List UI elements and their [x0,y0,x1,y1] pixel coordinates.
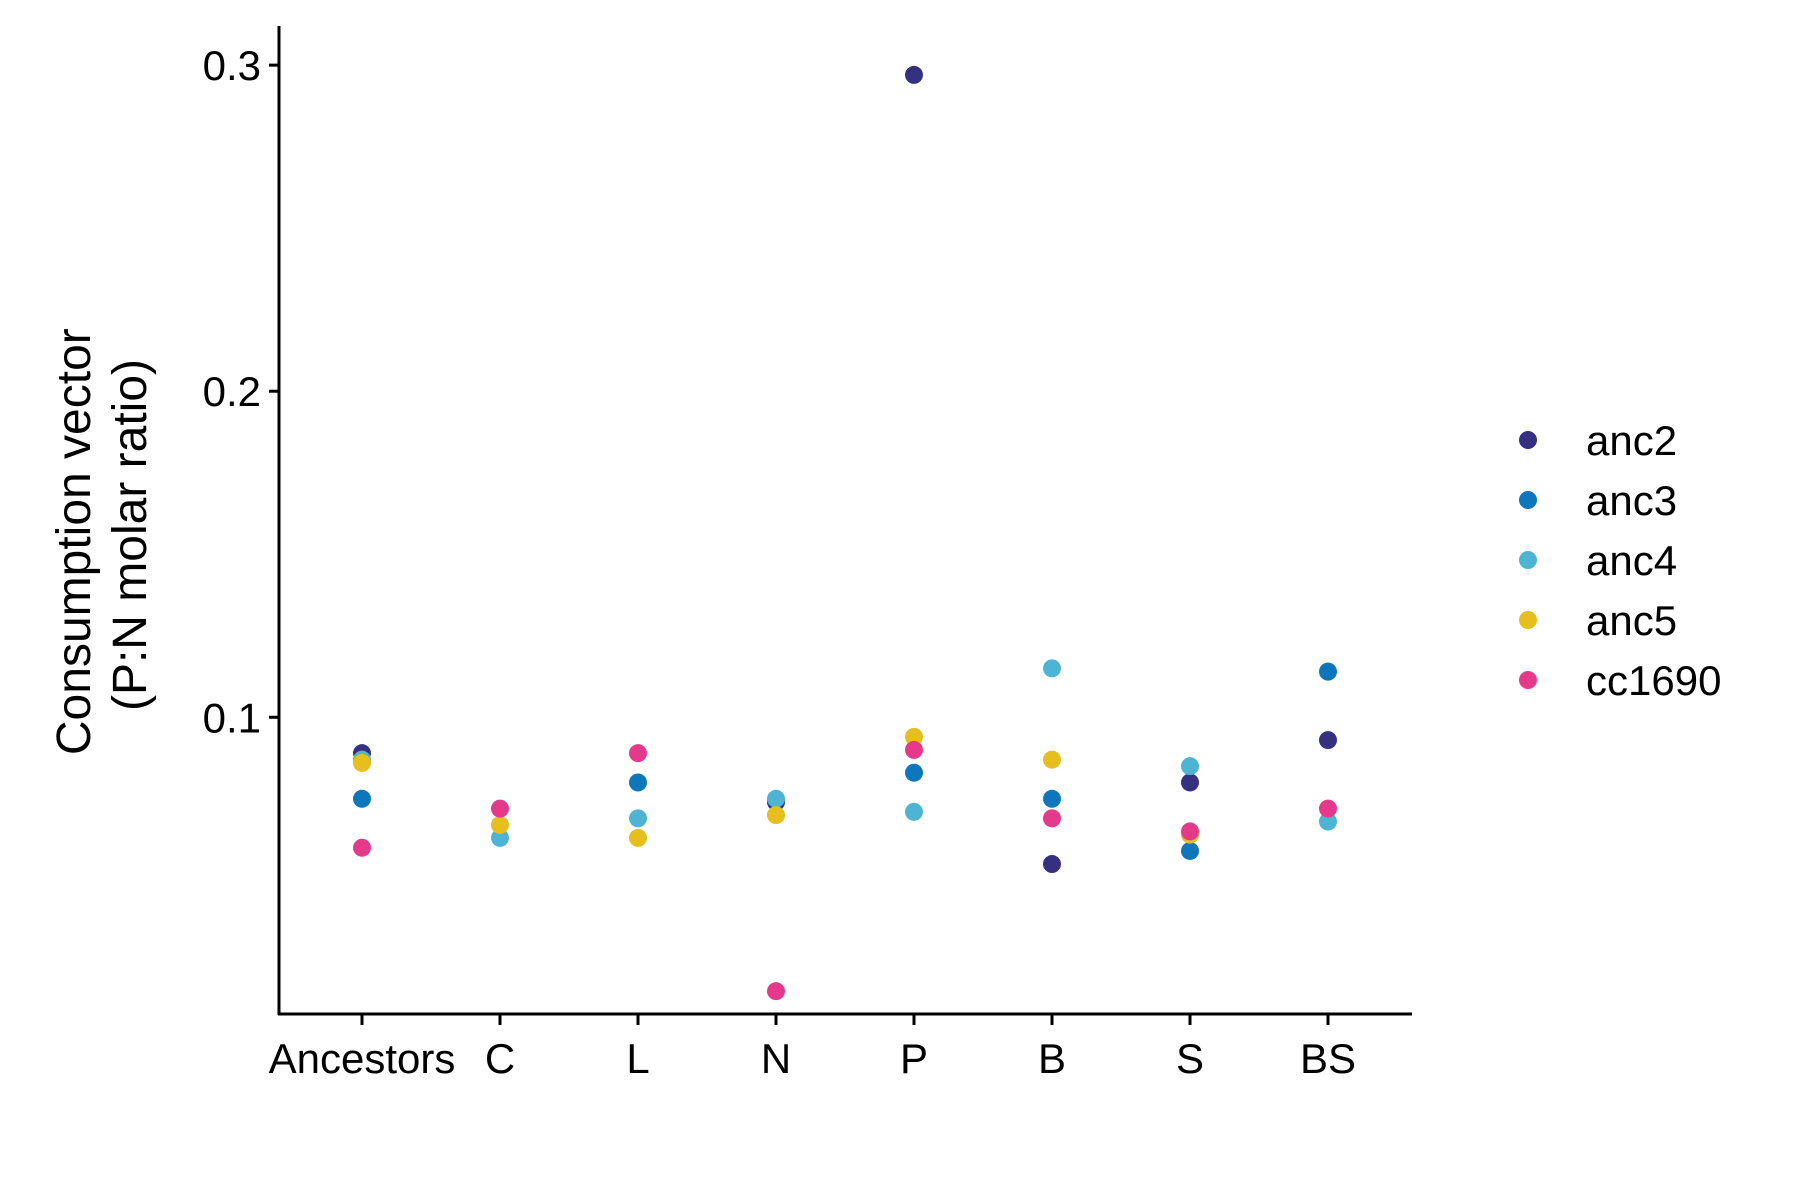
data-point [1043,855,1061,874]
y-axis-title: Consumption vector (P:N molar ratio) [48,315,157,755]
data-point [1319,731,1337,750]
legend-label: anc2 [1586,417,1677,464]
data-point [1319,799,1337,818]
y-tick-label: 0.1 [203,694,261,741]
x-tick-label: B [1038,1035,1066,1082]
legend-key [1519,491,1537,509]
x-tick-label: S [1176,1035,1204,1082]
data-point [353,789,371,808]
data-point [491,828,509,847]
x-ticks: Ancestors C L N P B S BS [269,1014,1356,1082]
y-ticks: 0.1 0.2 0.3 [203,42,279,741]
legend-key [1519,611,1537,629]
data-point [1319,812,1337,831]
data-point [905,802,923,821]
legend-label: anc5 [1586,597,1677,644]
x-tick-label: BS [1300,1035,1356,1082]
x-tick-label: L [626,1035,649,1082]
x-tick-label: N [761,1035,791,1082]
data-point [1043,750,1061,769]
y-axis-title-line2: (P:N molar ratio) [104,359,157,711]
data-point [1181,822,1199,841]
legend-label: cc1690 [1586,657,1721,704]
data-point [1043,809,1061,828]
data-point [1181,757,1199,776]
axes [277,26,1412,1016]
y-axis-title-line1: Consumption vector [48,328,101,755]
legend-key [1519,671,1537,689]
legend-label: anc3 [1586,477,1677,524]
data-point [491,799,509,818]
data-point [1181,841,1199,860]
data-point [491,815,509,834]
x-tick-label: C [485,1035,515,1082]
data-point [767,789,785,808]
data-point [905,763,923,782]
data-point [1043,659,1061,678]
data-point [629,744,647,763]
x-tick-label: Ancestors [269,1035,456,1082]
data-point [1181,773,1199,792]
data-point [767,982,785,1001]
data-point [353,753,371,772]
data-point [905,65,923,84]
data-points [353,65,1337,1001]
data-point [905,740,923,759]
data-point [905,727,923,746]
legend: anc2 anc3 anc4 anc5 cc1690 [1519,417,1721,704]
legend-key [1519,431,1537,449]
legend-key [1519,551,1537,569]
legend-label: anc4 [1586,537,1677,584]
x-tick-label: P [900,1035,928,1082]
data-point [629,809,647,828]
data-point [629,828,647,847]
y-tick-label: 0.3 [203,42,261,89]
data-point [1043,789,1061,808]
y-tick-label: 0.2 [203,368,261,415]
data-point [629,773,647,792]
data-point [353,838,371,857]
data-point [767,806,785,825]
data-point [1319,662,1337,681]
